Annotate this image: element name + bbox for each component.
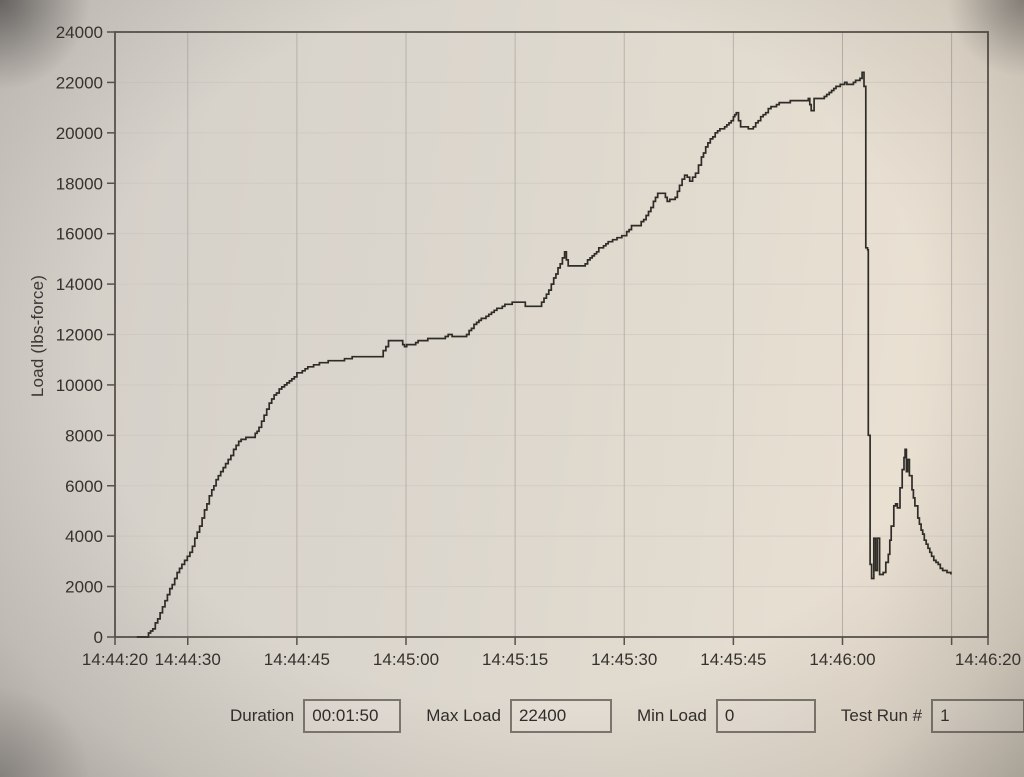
min-load-label: Min Load: [636, 706, 707, 725]
max-load-label: Max Load: [426, 706, 501, 725]
y-tick-label: 6000: [65, 477, 103, 496]
x-tick-label: 14:46:20: [955, 650, 1021, 669]
y-tick-label: 20000: [56, 124, 103, 143]
x-tick-label: 14:44:30: [155, 650, 221, 669]
y-tick-label: 18000: [56, 174, 103, 193]
y-axis-title: Load (lbs-force): [28, 274, 47, 398]
vertical-gridlines: [187, 32, 953, 637]
duration-label: Duration: [230, 706, 295, 725]
y-axis-ticks: 0 2000 4000 6000 8000 10000 12000 14000 16000 180…: [56, 23, 115, 647]
horizontal-gridlines: [115, 81, 988, 588]
max-load-field: Max Load 22400: [426, 699, 612, 733]
y-tick-label: 2000: [65, 578, 103, 597]
y-tick-label: 12000: [56, 326, 103, 345]
y-tick-label: 0: [94, 628, 103, 647]
x-tick-label: 14:44:45: [264, 650, 330, 669]
x-tick-label: 14:45:30: [591, 650, 657, 669]
status-fields: Duration 00:01:50 Max Load 22400 Min Loa…: [230, 699, 1024, 733]
y-tick-label: 4000: [65, 527, 103, 546]
load-time-chart: 0 2000 4000 6000 8000 10000 12000 14000 16000 180…: [56, 23, 1021, 669]
x-tick-label: 14:45:45: [700, 650, 766, 669]
y-tick-label: 14000: [56, 275, 103, 294]
min-load-field: Min Load 0: [637, 699, 816, 733]
max-load-value-box[interactable]: 22400: [509, 699, 612, 733]
x-tick-label: 14:45:15: [482, 650, 548, 669]
y-tick-label: 10000: [56, 376, 103, 395]
test-run-label: Test Run #: [840, 706, 923, 725]
duration-value-box[interactable]: 00:01:50: [303, 699, 402, 733]
x-axis-ticks: 14:44:20 14:44:30 14:44:45 14:45:00 14:45:15…: [82, 637, 1021, 669]
x-tick-label: 14:46:00: [809, 650, 875, 669]
y-tick-label: 16000: [56, 225, 103, 244]
x-tick-label: 14:45:00: [373, 650, 439, 669]
duration-field: Duration 00:01:50: [230, 699, 402, 733]
test-run-field: Test Run # 1: [841, 699, 1024, 733]
y-tick-label: 8000: [65, 426, 103, 445]
test-run-value-box[interactable]: 1: [931, 699, 1024, 733]
load-series-line: [136, 71, 952, 638]
min-load-value-box[interactable]: 0: [715, 699, 816, 733]
y-tick-label: 22000: [56, 73, 103, 92]
x-tick-label: 14:44:20: [82, 650, 148, 669]
status-bar: Duration 00:01:50 Max Load 22400 Min Loa…: [0, 696, 1024, 736]
y-tick-label: 24000: [56, 23, 103, 42]
